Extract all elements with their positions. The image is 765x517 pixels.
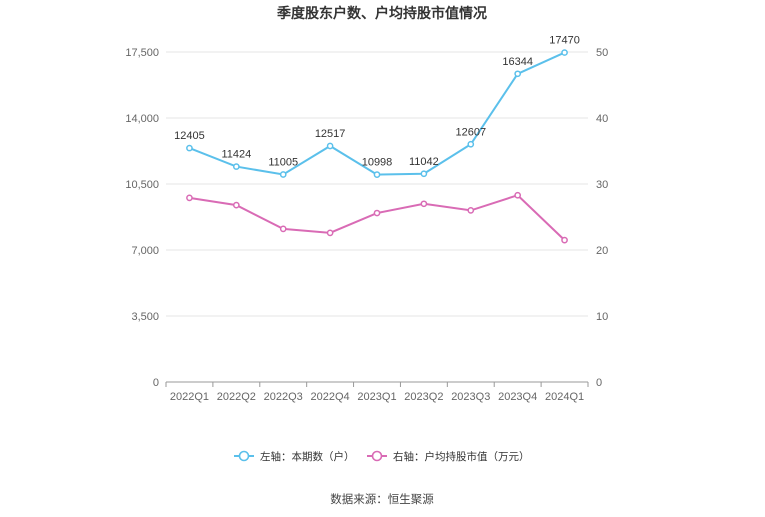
left-tick-label: 17,500: [125, 47, 159, 59]
x-tick-label: 2022Q2: [217, 391, 256, 403]
right-tick-label: 0: [596, 377, 602, 389]
chart-title: 季度股东户数、户均持股市值情况: [276, 5, 487, 22]
data-label: 10998: [362, 157, 393, 169]
data-point[interactable]: [561, 49, 568, 56]
data-point[interactable]: [373, 171, 381, 178]
x-tick-label: 2024Q1: [545, 391, 584, 403]
data-point[interactable]: [326, 142, 334, 150]
x-tick-label: 2023Q4: [498, 391, 537, 403]
data-point[interactable]: [232, 163, 240, 170]
x-tick-label: 2023Q1: [357, 391, 396, 403]
data-point[interactable]: [467, 140, 475, 148]
data-point[interactable]: [326, 229, 334, 237]
data-point[interactable]: [561, 236, 568, 244]
right-axis-ticks: 0 10 20 30 40 50: [596, 47, 608, 389]
right-tick-label: 40: [596, 113, 608, 125]
data-point[interactable]: [186, 144, 193, 152]
x-tick-label: 2022Q1: [170, 391, 209, 403]
legend-label: 右轴：户均持股市值（万元）: [393, 450, 530, 463]
data-point[interactable]: [279, 225, 287, 233]
data-label: 11424: [221, 149, 251, 161]
x-axis: 2022Q1 2022Q2 2022Q3 2022Q4 2023Q1 2023Q2 2023…: [165, 381, 589, 403]
legend[interactable]: 左轴：本期数（户） 右轴：户均持股市值（万元）: [234, 450, 530, 463]
legend-marker: [238, 450, 250, 462]
data-point[interactable]: [514, 191, 522, 199]
data-label: 12517: [315, 128, 346, 140]
series-group: 12405 11424 11005 12517 10998 11042 12607 16344…: [174, 35, 580, 244]
legend-item-2[interactable]: 右轴：户均持股市值（万元）: [367, 450, 530, 463]
legend-label: 左轴：本期数（户）: [260, 450, 355, 463]
data-point[interactable]: [467, 207, 475, 214]
right-tick-label: 30: [596, 179, 608, 191]
data-point[interactable]: [420, 200, 428, 208]
data-point[interactable]: [186, 194, 193, 202]
data-point[interactable]: [514, 70, 522, 78]
right-tick-label: 20: [596, 245, 608, 257]
data-label: 16344: [502, 56, 533, 68]
data-point[interactable]: [420, 170, 428, 178]
right-tick-label: 10: [596, 311, 608, 323]
x-tick-label: 2022Q4: [311, 391, 350, 403]
data-label: 12405: [174, 130, 205, 142]
left-tick-label: 7,000: [131, 245, 159, 257]
x-tick-label: 2023Q2: [404, 391, 443, 403]
gridlines: [166, 51, 588, 317]
right-tick-label: 50: [596, 47, 608, 59]
data-label: 11005: [268, 156, 298, 168]
left-axis-ticks: 0 3,500 7,000 10,500 14,000 17,500: [125, 47, 159, 389]
legend-item-1[interactable]: 左轴：本期数（户）: [234, 450, 355, 463]
x-tick-label: 2023Q3: [451, 391, 490, 403]
data-label: 12607: [455, 126, 486, 138]
legend-marker: [371, 450, 383, 462]
data-point[interactable]: [373, 209, 381, 217]
series-line-2: [189, 194, 566, 241]
x-tick-label: 2022Q3: [264, 391, 303, 403]
data-label: 17470: [549, 35, 580, 47]
left-tick-label: 3,500: [131, 311, 159, 323]
data-point[interactable]: [279, 171, 287, 178]
left-tick-label: 14,000: [125, 113, 159, 125]
data-point[interactable]: [232, 201, 240, 209]
left-tick-label: 0: [153, 377, 159, 389]
left-tick-label: 10,500: [125, 179, 159, 191]
data-source: 数据来源：恒生聚源: [330, 492, 434, 506]
data-label: 11042: [409, 156, 439, 168]
